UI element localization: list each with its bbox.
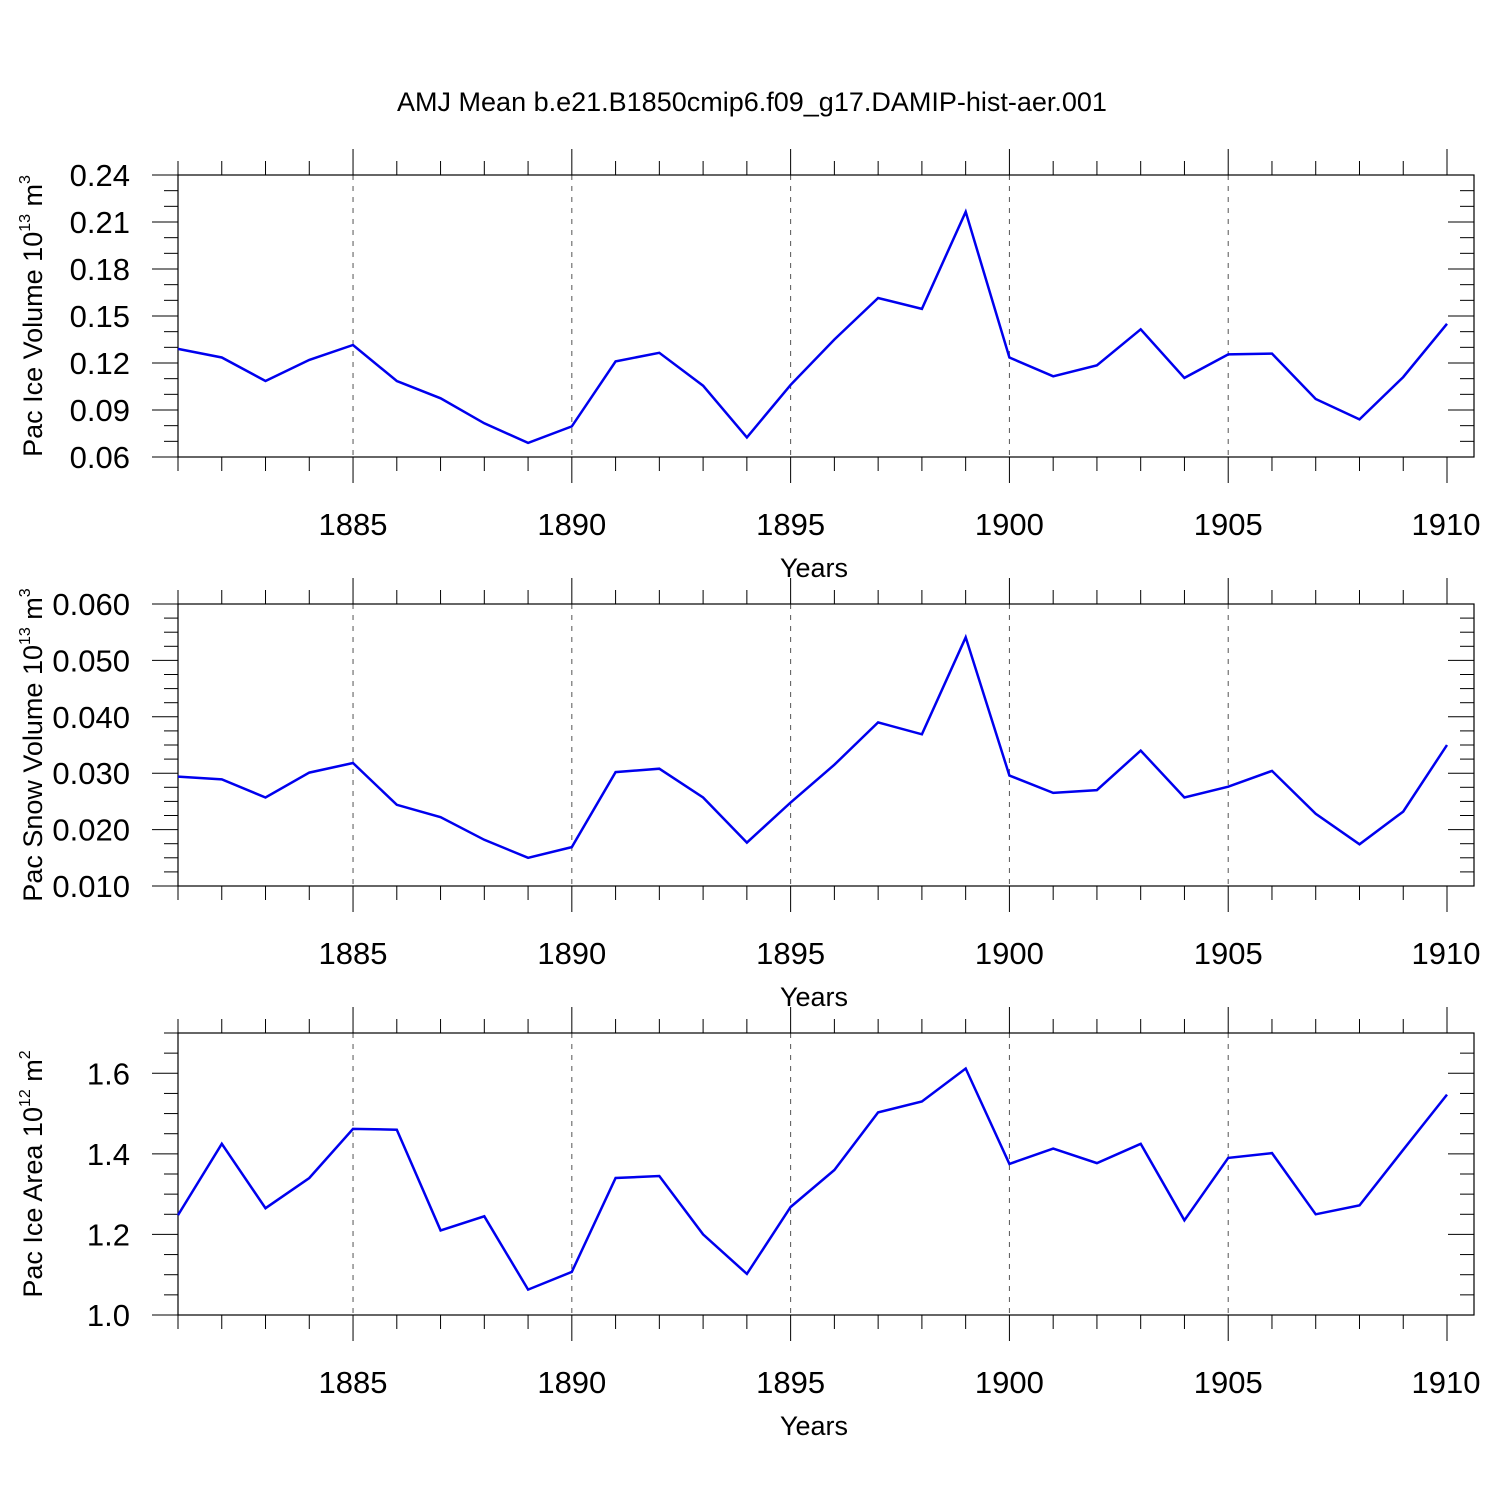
x-tick-label: 1885: [319, 507, 388, 542]
y-tick-label: 1.0: [87, 1298, 130, 1333]
y-axis-label: Pac Ice Volume 1013 m3: [17, 175, 48, 457]
y-tick-label: 1.6: [87, 1056, 130, 1091]
x-tick-label: 1900: [975, 1365, 1044, 1400]
chart-panel: 0.010 0.020 0.030 0.040 0.050 0.060 1885 1890 18…: [17, 578, 1480, 1012]
x-tick-label: 1900: [975, 936, 1044, 971]
plot-frame: [177, 603, 1475, 887]
plot-frame: [177, 1032, 1475, 1316]
chart-title: AMJ Mean b.e21.B1850cmip6.f09_g17.DAMIP-…: [397, 87, 1107, 117]
x-tick-label: 1905: [1194, 1365, 1263, 1400]
y-axis-label: Pac Snow Volume 1013 m3: [17, 588, 48, 901]
y-tick-label: 0.030: [52, 756, 130, 791]
x-tick-label: 1895: [756, 1365, 825, 1400]
x-tick-label: 1905: [1194, 936, 1263, 971]
series-line: [176, 1066, 1448, 1292]
x-tick-label: 1895: [756, 507, 825, 542]
series-line: [177, 633, 1449, 860]
x-tick-label: 1885: [319, 936, 388, 971]
y-tick-label: 0.24: [70, 158, 130, 193]
y-tick-label: 0.12: [70, 346, 130, 381]
y-tick-label: 0.040: [52, 700, 130, 735]
y-tick-label: 0.21: [70, 205, 130, 240]
chart-panel: 0.06 0.09 0.12 0.15 0.18 0.21 0.24 1885 1890 1895…: [17, 149, 1480, 583]
y-tick-label: 0.09: [70, 393, 130, 428]
x-tick-label: 1910: [1412, 1365, 1481, 1400]
y-tick-label: 0.060: [52, 587, 130, 622]
y-tick-label: 1.2: [87, 1217, 130, 1252]
x-axis-label: Years: [780, 1411, 848, 1441]
x-tick-label: 1900: [975, 507, 1044, 542]
x-tick-label: 1895: [756, 936, 825, 971]
x-tick-label: 1890: [537, 507, 606, 542]
x-tick-label: 1885: [319, 1365, 388, 1400]
y-tick-label: 0.010: [52, 869, 130, 904]
x-tick-label: 1890: [537, 936, 606, 971]
y-tick-label: 0.050: [52, 643, 130, 678]
x-tick-label: 1890: [537, 1365, 606, 1400]
y-tick-label: 0.15: [70, 299, 130, 334]
chart-panel: 1.0 1.2 1.4 1.6 1885 1890 1895 1900 1905 1910 Year…: [17, 1007, 1480, 1441]
plot-frame: [177, 174, 1475, 458]
chart-panels: 0.06 0.09 0.12 0.15 0.18 0.21 0.24 1885 1890 1895…: [17, 149, 1480, 1441]
y-tick-label: 0.06: [70, 440, 130, 475]
x-axis-label: Years: [780, 982, 848, 1012]
x-tick-label: 1910: [1412, 936, 1481, 971]
series-line: [177, 208, 1448, 445]
x-tick-label: 1905: [1194, 507, 1263, 542]
y-tick-label: 0.18: [70, 252, 130, 287]
x-tick-label: 1910: [1412, 507, 1481, 542]
y-tick-label: 1.4: [87, 1137, 130, 1172]
y-axis-label: Pac Ice Area 1012 m2: [17, 1050, 48, 1297]
y-tick-label: 0.020: [52, 813, 130, 848]
x-axis-label: Years: [780, 553, 848, 583]
